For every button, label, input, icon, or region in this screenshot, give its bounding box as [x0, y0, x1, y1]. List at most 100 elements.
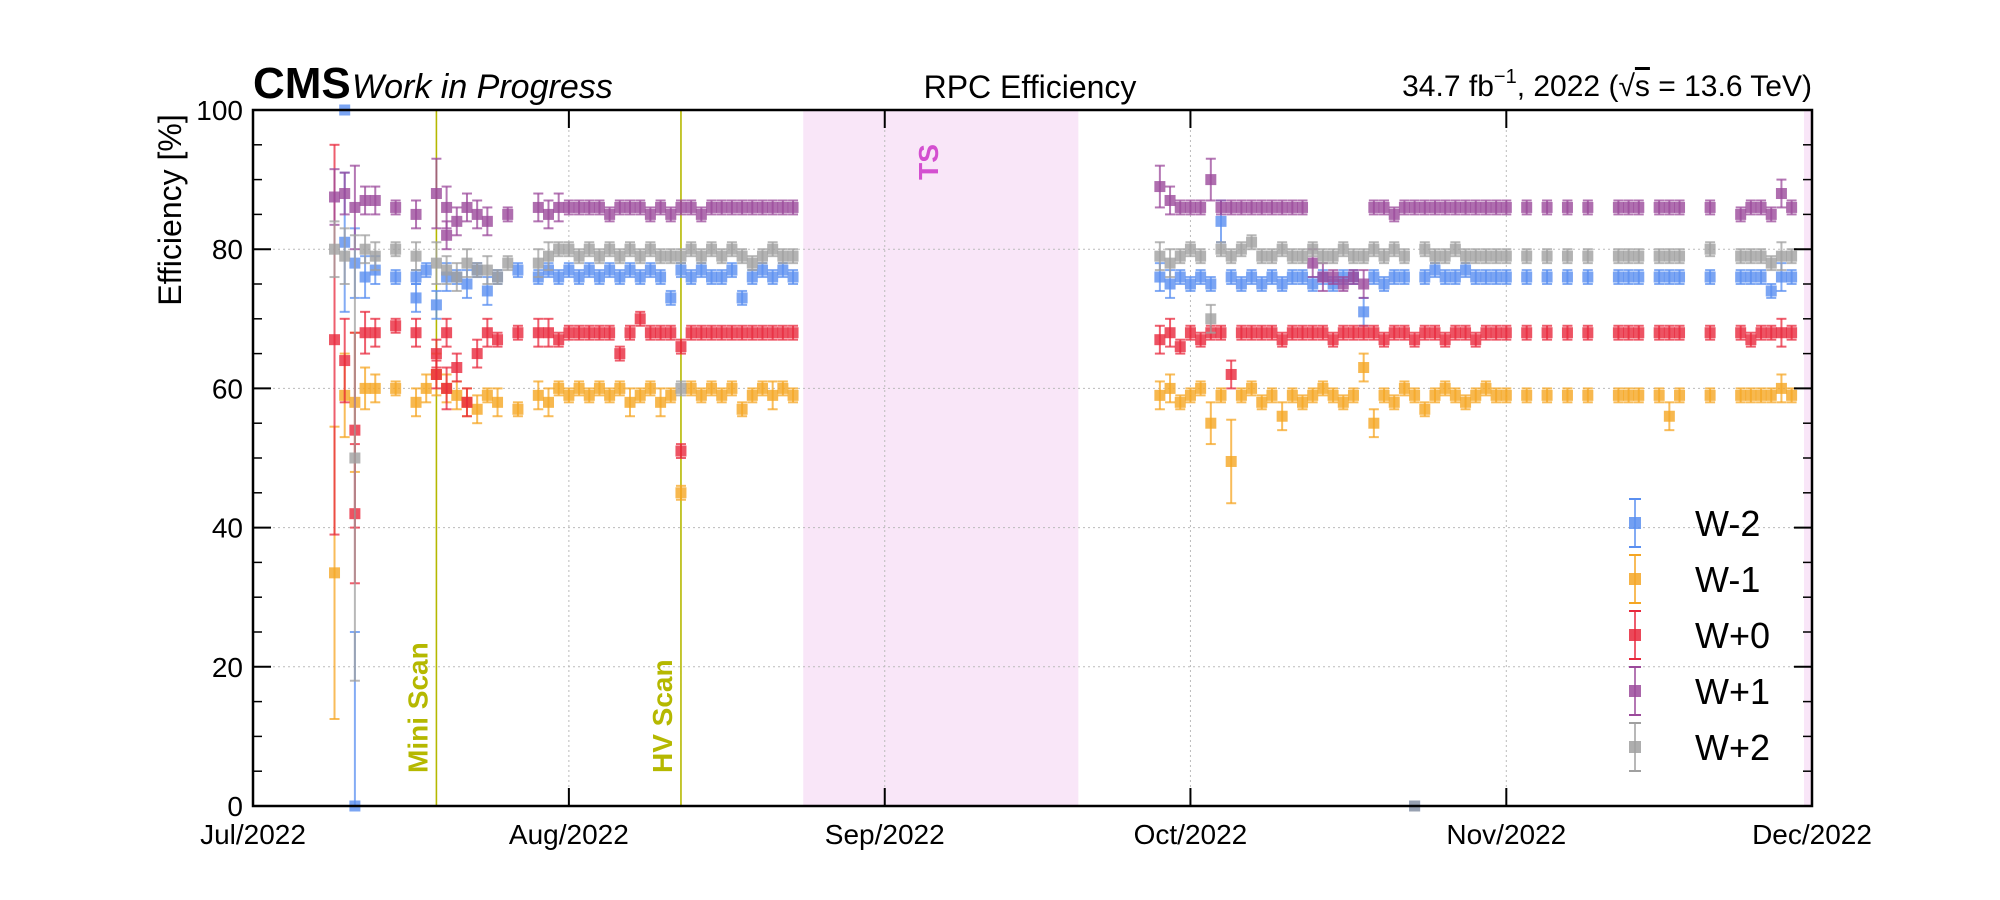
- data-point: [1449, 271, 1461, 283]
- data-point: [1195, 201, 1207, 213]
- data-point: [1174, 250, 1186, 262]
- data-point: [1307, 278, 1319, 290]
- data-point: [746, 271, 758, 283]
- data-point: [746, 327, 758, 339]
- luminosity-label: 34.7 fb−1, 2022 (√s = 13.6 TeV): [1402, 66, 1812, 103]
- data-point: [1521, 271, 1533, 283]
- data-point: [644, 264, 656, 276]
- data-point: [777, 382, 789, 394]
- data-point: [1541, 389, 1553, 401]
- data-point: [1235, 278, 1247, 290]
- data-point: [1633, 201, 1645, 213]
- data-point: [665, 292, 677, 304]
- data-point: [1184, 243, 1196, 255]
- data-point: [339, 188, 351, 200]
- data-point: [767, 201, 779, 213]
- data-point: [563, 264, 575, 276]
- data-point: [1755, 271, 1767, 283]
- data-point: [583, 243, 595, 255]
- data-point: [1235, 201, 1247, 213]
- grid-lines: [253, 110, 1812, 806]
- data-point: [339, 355, 351, 367]
- data-point: [593, 327, 605, 339]
- data-point: [1215, 389, 1227, 401]
- energy-variable: s: [1635, 70, 1650, 103]
- data-point: [1653, 271, 1665, 283]
- data-point: [1286, 327, 1298, 339]
- data-point: [1398, 201, 1410, 213]
- data-point: [1786, 201, 1798, 213]
- data-point: [1735, 389, 1747, 401]
- data-point: [369, 250, 381, 262]
- data-point: [1745, 271, 1757, 283]
- data-point: [604, 264, 616, 276]
- data-point: [390, 201, 402, 213]
- data-point: [1439, 201, 1451, 213]
- ytick-label-4: 80: [212, 234, 243, 265]
- lumi-value: 34.7: [1402, 70, 1460, 103]
- data-point: [1297, 201, 1309, 213]
- data-point: [1612, 389, 1624, 401]
- data-point: [1266, 389, 1278, 401]
- data-point: [1561, 201, 1573, 213]
- data-point: [1674, 389, 1686, 401]
- data-point: [532, 201, 544, 213]
- data-point: [746, 257, 758, 269]
- data-point: [1266, 201, 1278, 213]
- data-point: [634, 271, 646, 283]
- data-point: [441, 264, 453, 276]
- data-point: [430, 257, 442, 269]
- data-point: [787, 250, 799, 262]
- data-point: [532, 389, 544, 401]
- data-point: [655, 327, 667, 339]
- data-point: [1174, 201, 1186, 213]
- data-point: [1174, 341, 1186, 353]
- data-point: [430, 299, 442, 311]
- data-point: [1674, 271, 1686, 283]
- data-point: [1704, 201, 1716, 213]
- data-point: [1195, 250, 1207, 262]
- data-point: [1765, 285, 1777, 297]
- data-point: [329, 243, 341, 255]
- data-point: [410, 208, 422, 220]
- data-point: [1765, 257, 1777, 269]
- data-point: [634, 250, 646, 262]
- data-point: [695, 250, 707, 262]
- legend-label-W-2: W-2: [1695, 503, 1760, 544]
- data-point: [583, 264, 595, 276]
- data-point: [746, 201, 758, 213]
- axis-ticks: [252, 109, 1813, 807]
- data-point: [746, 389, 758, 401]
- data-point: [1378, 201, 1390, 213]
- data-point: [675, 382, 687, 394]
- data-point: [726, 243, 738, 255]
- data-point: [430, 188, 442, 200]
- data-point: [1470, 201, 1482, 213]
- data-point: [685, 382, 697, 394]
- data-point: [614, 382, 626, 394]
- experiment-label: CMS: [253, 59, 351, 108]
- data-point: [1449, 389, 1461, 401]
- data-point: [726, 382, 738, 394]
- data-point: [1521, 250, 1533, 262]
- data-point: [634, 313, 646, 325]
- data-point: [1195, 382, 1207, 394]
- data-point: [1674, 201, 1686, 213]
- data-point: [1347, 271, 1359, 283]
- data-point: [1623, 250, 1635, 262]
- data-point: [1215, 215, 1227, 227]
- data-point: [512, 264, 524, 276]
- data-point: [410, 327, 422, 339]
- data-point: [542, 396, 554, 408]
- data-point: [563, 201, 575, 213]
- data-point: [1490, 327, 1502, 339]
- data-point: [1317, 382, 1329, 394]
- data-point: [634, 389, 646, 401]
- data-point: [410, 271, 422, 283]
- data-point: [787, 271, 799, 283]
- data-point: [1337, 243, 1349, 255]
- data-point: [1317, 327, 1329, 339]
- data-point: [1429, 264, 1441, 276]
- data-point: [736, 250, 748, 262]
